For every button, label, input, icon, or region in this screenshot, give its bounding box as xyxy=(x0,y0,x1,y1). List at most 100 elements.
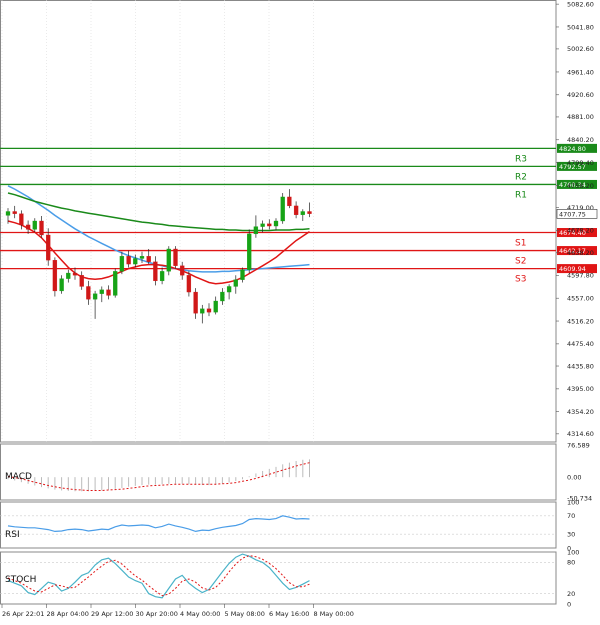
candle-body xyxy=(25,224,31,230)
candlesticks xyxy=(5,189,312,324)
candle-body xyxy=(133,258,138,265)
candle-body xyxy=(79,275,84,287)
rsi-label: RSI xyxy=(5,530,20,540)
candle-body xyxy=(200,308,205,314)
candle-body xyxy=(193,291,198,314)
price-tick-label: 4920.60 xyxy=(567,91,594,99)
candle-body xyxy=(106,289,111,296)
candle-body xyxy=(153,261,158,282)
candle-body xyxy=(5,211,11,216)
price-tick-label: 4516.20 xyxy=(567,317,594,325)
level-price-tag-s1 xyxy=(557,228,597,238)
candle-body xyxy=(72,272,78,276)
candle-body xyxy=(287,196,292,207)
price-tick-label: 4719.00 xyxy=(567,204,594,212)
macd-panel-frame xyxy=(0,443,557,501)
price-tick-label: 5002.60 xyxy=(567,45,594,53)
stoch-label: STOCH xyxy=(5,575,36,585)
price-tick-label: 4799.40 xyxy=(567,159,594,167)
time-tick-label: 8 May 00:00 xyxy=(314,610,354,618)
moving-averages xyxy=(7,185,310,285)
price-tick-label: 5082.60 xyxy=(567,0,594,8)
candle-body xyxy=(159,271,165,282)
candle-body xyxy=(113,271,118,296)
candle-body xyxy=(206,308,212,313)
candle-body xyxy=(32,220,37,230)
price-tick-label: 4314.60 xyxy=(567,430,594,438)
rsi-panel-frame xyxy=(0,501,557,549)
level-label-s2: S2 xyxy=(515,257,526,267)
candle-body xyxy=(293,205,299,215)
time-tick-label: 5 May 08:00 xyxy=(225,610,265,618)
price-tick-label: 4395.00 xyxy=(567,385,594,393)
candle-body xyxy=(233,279,238,287)
macd-tick-label: 76.589 xyxy=(567,442,590,450)
level-price-text-s3: 4609.94 xyxy=(559,265,586,273)
price-tick-label: 4354.20 xyxy=(567,408,594,416)
time-tick-label: 4 May 00:00 xyxy=(180,610,220,618)
price-tick-label: 4557.00 xyxy=(567,295,594,303)
candle-body xyxy=(119,256,125,272)
level-price-text-r2: 4792.57 xyxy=(559,163,586,171)
candle-body xyxy=(12,211,17,214)
level-price-text-r3: 4824.80 xyxy=(559,145,586,153)
level-label-s3: S3 xyxy=(515,275,526,285)
price-tick-label: 4840.20 xyxy=(567,136,594,144)
level-label-r3: R3 xyxy=(515,154,527,164)
candle-body xyxy=(260,223,265,227)
candle-body xyxy=(300,211,305,215)
candle-body xyxy=(39,220,44,236)
price-tick-label: 4435.80 xyxy=(567,362,594,370)
candle-body xyxy=(253,226,259,235)
stoch-panel-frame xyxy=(0,551,557,605)
level-price-tag-r3 xyxy=(557,143,597,153)
price-tick-label: 4678.20 xyxy=(567,227,594,235)
price-tick-label: 4881.00 xyxy=(567,113,594,121)
level-label-r2: R2 xyxy=(515,172,527,182)
time-tick-label: 29 Apr 12:00 xyxy=(91,610,133,618)
candle-body xyxy=(139,256,145,259)
level-label-s1: S1 xyxy=(515,239,526,249)
candle-body xyxy=(173,248,178,266)
ma-red-line xyxy=(7,220,310,285)
level-price-tag-r1 xyxy=(557,179,597,189)
candle-body xyxy=(273,220,279,227)
price-axis: 5082.60 5041.80 5002.60 4961.40 4920.60 4881.… xyxy=(556,0,598,608)
rsi-line xyxy=(7,515,310,533)
candle-body xyxy=(180,265,185,276)
candle-body xyxy=(66,272,71,279)
candle-body xyxy=(226,286,232,293)
stoch-tick-label: 0 xyxy=(567,600,571,608)
stoch-tick-label: 100 xyxy=(567,548,579,556)
candle-body xyxy=(59,278,64,292)
macd-tick-label: 0.00 xyxy=(567,473,581,481)
current-price-text: 4707.75 xyxy=(559,210,586,218)
candle-body xyxy=(126,256,131,265)
level-price-tag-s3 xyxy=(557,264,597,274)
candle-body xyxy=(240,269,245,280)
price-tick-label: 4961.40 xyxy=(567,68,594,76)
candle-body xyxy=(52,260,58,292)
candle-body xyxy=(46,234,51,261)
time-tick-label: 30 Apr 20:00 xyxy=(136,610,178,618)
price-tick-label: 4758.20 xyxy=(567,182,594,190)
candle-body xyxy=(186,275,192,293)
current-price-tag xyxy=(556,209,598,219)
candle-body xyxy=(86,286,91,300)
level-price-text-s1: 4674.40 xyxy=(559,229,586,237)
level-price-text-s2: 4642.17 xyxy=(559,247,586,255)
candle-body xyxy=(99,289,104,294)
indicator-panels xyxy=(0,459,556,599)
candle-body xyxy=(220,291,225,302)
level-label-r1: R1 xyxy=(515,190,527,200)
level-price-tag-s2 xyxy=(557,246,597,256)
rsi-tick-label: 100 xyxy=(567,498,579,506)
candle-body xyxy=(267,223,272,227)
macd-signal-line xyxy=(7,462,310,491)
time-tick-label: 6 May 16:00 xyxy=(269,610,309,618)
panel-labels: MACD RSI STOCH xyxy=(5,472,36,585)
grid-lines xyxy=(0,0,557,605)
stoch-tick-label: 80 xyxy=(567,559,575,567)
